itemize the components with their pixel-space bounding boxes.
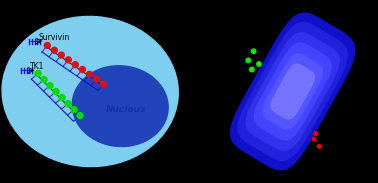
Text: Survivin: Survivin bbox=[38, 33, 69, 42]
Point bbox=[316, 145, 322, 148]
Point bbox=[65, 58, 71, 61]
Point bbox=[71, 108, 77, 111]
Ellipse shape bbox=[2, 16, 178, 167]
Polygon shape bbox=[246, 33, 339, 150]
Polygon shape bbox=[238, 23, 347, 160]
Point bbox=[101, 82, 107, 85]
Point bbox=[72, 63, 78, 66]
Point bbox=[77, 114, 83, 117]
Text: Nucleus: Nucleus bbox=[106, 105, 146, 114]
Point bbox=[245, 59, 251, 62]
Point bbox=[35, 72, 41, 75]
Point bbox=[51, 49, 57, 52]
Ellipse shape bbox=[72, 66, 168, 147]
Point bbox=[53, 90, 59, 93]
Polygon shape bbox=[254, 43, 331, 140]
Point bbox=[93, 78, 99, 81]
Point bbox=[249, 68, 255, 71]
Point bbox=[65, 102, 71, 105]
Point bbox=[47, 84, 53, 87]
Polygon shape bbox=[231, 13, 355, 170]
Point bbox=[256, 63, 262, 66]
Text: TK1: TK1 bbox=[30, 62, 45, 71]
Point bbox=[41, 78, 47, 81]
Point bbox=[251, 50, 257, 53]
Polygon shape bbox=[263, 54, 322, 129]
Polygon shape bbox=[271, 64, 314, 119]
Point bbox=[59, 96, 65, 99]
Point bbox=[58, 54, 64, 57]
Point bbox=[86, 73, 92, 76]
Point bbox=[313, 132, 319, 135]
Point bbox=[79, 68, 85, 71]
Point bbox=[44, 44, 50, 47]
Point bbox=[311, 138, 317, 141]
